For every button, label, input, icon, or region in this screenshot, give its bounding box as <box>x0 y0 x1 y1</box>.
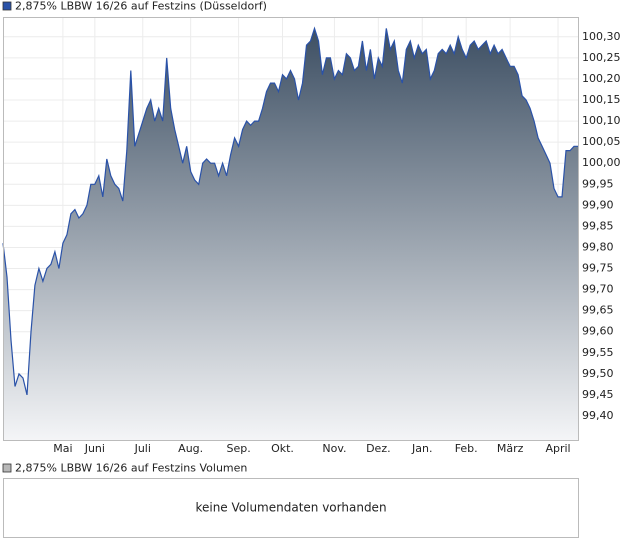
y-tick-label: 99,90 <box>582 198 614 211</box>
y-tick-label: 100,20 <box>582 72 620 85</box>
y-tick-label: 99,45 <box>582 388 614 401</box>
x-tick-label: Sep. <box>226 442 250 455</box>
x-tick-label: Mai <box>53 442 72 455</box>
y-tick-label: 99,70 <box>582 283 614 296</box>
price-line <box>2 26 578 396</box>
x-tick-label: Okt. <box>271 442 294 455</box>
x-tick-label: Feb. <box>455 442 478 455</box>
legend-swatch <box>2 463 12 473</box>
y-tick-label: 100,05 <box>582 135 620 148</box>
y-tick-label: 99,75 <box>582 262 614 275</box>
legend-label: 2,875% LBBW 16/26 auf Festzins Volumen <box>15 462 247 475</box>
legend-swatch <box>2 1 12 11</box>
y-tick-label: 99,95 <box>582 177 614 190</box>
x-tick-label: März <box>497 442 524 455</box>
area-fill <box>3 28 578 441</box>
y-tick-label: 99,60 <box>582 325 614 338</box>
y-tick-label: 99,50 <box>582 367 614 380</box>
y-tick-label: 99,40 <box>582 409 614 422</box>
x-tick-label: Aug. <box>178 442 203 455</box>
y-tick-label: 100,25 <box>582 51 620 64</box>
y-tick-label: 100,15 <box>582 93 620 106</box>
x-tick-label: Nov. <box>322 442 346 455</box>
x-tick-label: Juni <box>84 442 105 455</box>
y-tick-label: 100,30 <box>582 30 620 43</box>
y-tick-label: 99,80 <box>582 240 614 253</box>
x-tick-label: Juli <box>134 442 151 455</box>
y-tick-label: 100,10 <box>582 114 620 127</box>
x-tick-label: April <box>545 442 570 455</box>
volume-frame <box>3 478 579 538</box>
y-tick-label: 99,85 <box>582 219 614 232</box>
y-tick-label: 99,65 <box>582 304 614 317</box>
x-tick-label: Jan. <box>411 442 432 455</box>
y-tick-label: 100,00 <box>582 156 620 169</box>
volume-message: keine Volumendaten vorhanden <box>195 501 386 515</box>
y-tick-label: 99,55 <box>582 346 614 359</box>
legend-label: 2,875% LBBW 16/26 auf Festzins (Düsseldo… <box>15 0 267 13</box>
plot-frame <box>3 17 579 441</box>
x-tick-label: Dez. <box>366 442 391 455</box>
